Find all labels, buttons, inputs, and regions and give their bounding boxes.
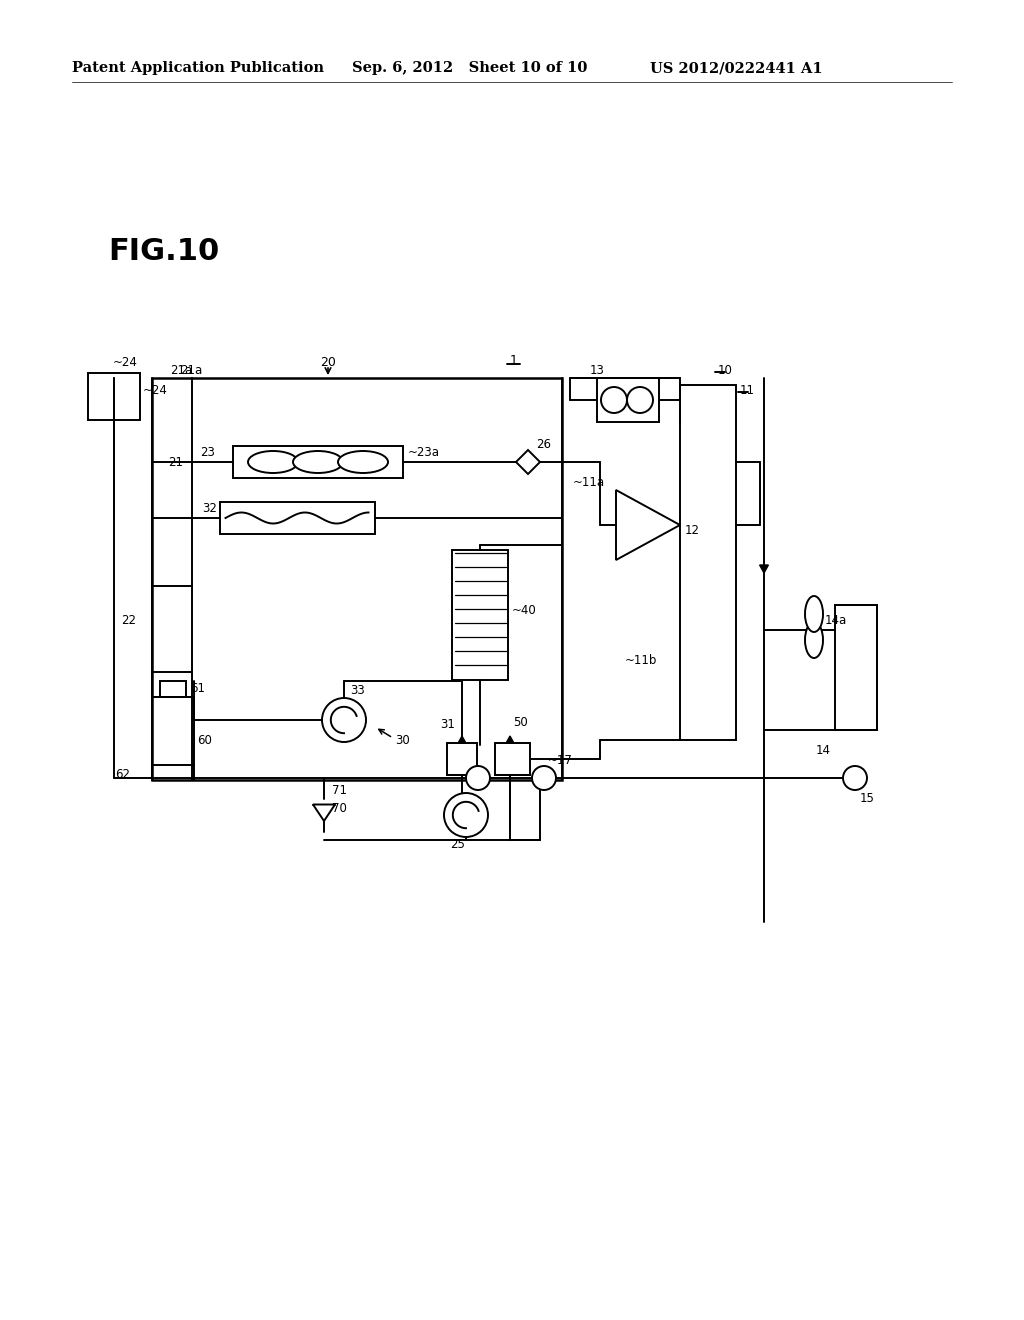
Text: ~24: ~24	[143, 384, 168, 396]
Text: 14a: 14a	[825, 614, 847, 627]
Text: 15: 15	[860, 792, 874, 804]
Circle shape	[466, 766, 490, 789]
Text: US 2012/0222441 A1: US 2012/0222441 A1	[650, 61, 822, 75]
Bar	[495, 743, 530, 775]
Text: 33: 33	[350, 684, 365, 697]
Polygon shape	[313, 804, 335, 821]
Text: 50: 50	[513, 715, 527, 729]
Ellipse shape	[805, 622, 823, 657]
Ellipse shape	[248, 451, 298, 473]
Bar	[233, 446, 403, 478]
Circle shape	[532, 766, 556, 789]
Text: 13: 13	[590, 363, 605, 376]
Text: 21a: 21a	[170, 363, 193, 376]
Text: 12: 12	[685, 524, 700, 536]
Circle shape	[322, 698, 366, 742]
Text: 20: 20	[321, 356, 336, 370]
Text: ~11b: ~11b	[625, 653, 657, 667]
Text: 1: 1	[510, 354, 518, 367]
Text: FIG.10: FIG.10	[108, 238, 219, 267]
Text: 26: 26	[536, 437, 551, 450]
Text: ~23a: ~23a	[408, 446, 440, 458]
Circle shape	[627, 387, 653, 413]
Bar	[152, 586, 193, 672]
Ellipse shape	[293, 451, 343, 473]
Bar	[597, 378, 659, 422]
Text: 32: 32	[202, 502, 217, 515]
Text: ~11a: ~11a	[573, 475, 605, 488]
Text: 23: 23	[200, 446, 215, 458]
Bar	[447, 743, 477, 775]
Text: Patent Application Publication: Patent Application Publication	[72, 61, 324, 75]
Text: 14: 14	[815, 743, 830, 756]
Text: 30: 30	[395, 734, 410, 747]
Bar	[160, 681, 186, 697]
Bar	[88, 374, 140, 420]
Circle shape	[601, 387, 627, 413]
Bar	[152, 378, 562, 780]
Circle shape	[843, 766, 867, 789]
Text: 60: 60	[197, 734, 212, 747]
Text: 62: 62	[115, 768, 130, 781]
Text: 11: 11	[740, 384, 755, 396]
Polygon shape	[458, 737, 466, 743]
Bar	[835, 605, 877, 730]
Text: 16: 16	[458, 792, 472, 804]
Polygon shape	[506, 737, 514, 743]
Polygon shape	[516, 450, 540, 474]
Circle shape	[444, 793, 488, 837]
Text: 10: 10	[718, 363, 733, 376]
Text: 70: 70	[332, 801, 347, 814]
Polygon shape	[616, 490, 680, 560]
Polygon shape	[760, 565, 768, 573]
Text: ~40: ~40	[512, 603, 537, 616]
Text: 22: 22	[121, 614, 136, 627]
Text: 61: 61	[190, 681, 205, 694]
Text: 25: 25	[451, 838, 466, 851]
Bar	[152, 697, 194, 766]
Text: ~24: ~24	[113, 355, 138, 368]
Text: 21a: 21a	[180, 363, 203, 376]
Ellipse shape	[805, 597, 823, 632]
Bar	[219, 502, 375, 535]
Text: Sep. 6, 2012   Sheet 10 of 10: Sep. 6, 2012 Sheet 10 of 10	[352, 61, 588, 75]
Text: ~17: ~17	[548, 754, 572, 767]
Bar	[680, 385, 736, 741]
Bar	[452, 550, 508, 680]
Ellipse shape	[338, 451, 388, 473]
Text: 21: 21	[168, 455, 183, 469]
Text: 31: 31	[440, 718, 455, 731]
Text: 71: 71	[332, 784, 347, 796]
